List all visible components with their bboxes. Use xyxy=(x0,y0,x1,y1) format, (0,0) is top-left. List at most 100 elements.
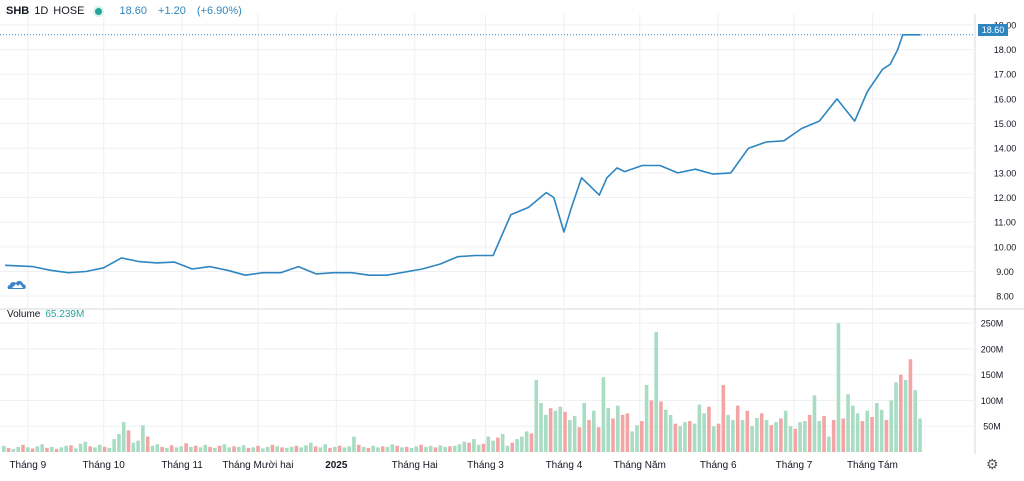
volume-bar xyxy=(563,411,567,452)
volume-bar xyxy=(721,385,726,452)
volume-bar xyxy=(193,445,198,452)
volume-bar xyxy=(88,446,92,452)
volume-tick-label: 200M xyxy=(981,344,1004,354)
volume-bar xyxy=(309,442,313,452)
volume-bar xyxy=(126,430,131,452)
volume-bar xyxy=(270,444,275,452)
volume-bar xyxy=(654,331,658,452)
volume-bar xyxy=(256,445,260,452)
last-price: 18.60 xyxy=(119,5,148,17)
volume-bar xyxy=(11,448,16,452)
x-tick-label: Tháng 11 xyxy=(161,460,203,471)
volume-bar xyxy=(337,445,342,452)
x-tick-label: 2025 xyxy=(325,460,348,471)
volume-bar xyxy=(131,442,136,452)
x-tick-label: Tháng 7 xyxy=(776,460,813,471)
volume-bar xyxy=(318,447,323,452)
volume-bar xyxy=(261,448,265,452)
volume-bar xyxy=(6,447,11,452)
symbol-legend: SHB 1D HOSE 18.60 +1.20 (+6.90%) xyxy=(6,5,242,17)
volume-bar xyxy=(616,405,620,452)
volume-bar xyxy=(409,447,414,452)
volume-bar xyxy=(822,415,826,452)
volume-bar xyxy=(827,436,831,452)
volume-bar xyxy=(313,446,318,452)
volume-bar xyxy=(611,418,615,452)
volume-bar xyxy=(438,445,443,452)
volume-bar xyxy=(443,446,447,452)
volume-bar xyxy=(155,444,160,452)
volume-bar xyxy=(788,426,793,452)
volume-bar xyxy=(769,425,774,452)
volume-bar xyxy=(366,447,371,452)
volume-bar xyxy=(472,439,476,452)
volume-bar xyxy=(59,447,64,452)
volume-bar xyxy=(697,404,702,452)
volume-bar xyxy=(275,446,280,452)
volume-bar xyxy=(241,445,246,452)
volume-bar xyxy=(189,446,193,452)
volume-bar xyxy=(467,442,471,452)
volume-bar xyxy=(352,436,356,452)
volume-bar xyxy=(726,414,730,452)
symbol-name[interactable]: SHB xyxy=(6,5,30,17)
volume-bar xyxy=(208,446,212,452)
volume-bar xyxy=(558,406,563,452)
volume-bar xyxy=(544,414,548,452)
volume-bar xyxy=(184,443,188,452)
volume-tick-label: 250M xyxy=(981,319,1004,329)
price-change: +1.20 xyxy=(158,5,186,17)
volume-bar xyxy=(342,447,347,452)
volume-bar xyxy=(515,439,519,452)
x-tick-label: Tháng Tám xyxy=(847,460,898,471)
volume-tick-label: 100M xyxy=(981,396,1004,406)
volume-bar xyxy=(659,401,663,452)
volume-bar xyxy=(395,445,399,452)
gear-icon[interactable]: ⚙ xyxy=(986,456,999,472)
volume-bar xyxy=(879,409,884,452)
mountain-cloud-logo-icon[interactable] xyxy=(7,278,27,292)
volume-bar xyxy=(280,447,284,452)
x-tick-label: Tháng 4 xyxy=(546,460,583,471)
volume-bar xyxy=(35,446,40,452)
volume-legend: Volume 65.239M xyxy=(7,309,84,320)
volume-tick-label: 50M xyxy=(983,422,1001,432)
volume-bar xyxy=(716,423,721,452)
price-tick-label: 8.00 xyxy=(996,292,1014,302)
volume-bar xyxy=(649,400,654,452)
volume-bar xyxy=(227,447,232,452)
volume-bar xyxy=(836,323,841,452)
volume-bar xyxy=(702,413,706,452)
volume-bar xyxy=(390,444,395,452)
volume-bar xyxy=(644,385,649,452)
volume-bar xyxy=(361,446,366,452)
volume-bar xyxy=(841,418,846,452)
volume-bar xyxy=(452,445,457,452)
volume-bar xyxy=(448,446,452,452)
volume-bar xyxy=(750,426,754,452)
x-tick-label: Tháng 3 xyxy=(467,460,504,471)
volume-bar xyxy=(831,420,836,452)
price-tick-label: 18.00 xyxy=(994,45,1017,55)
volume-bar xyxy=(25,447,30,452)
volume-bar xyxy=(141,425,145,452)
volume-bar xyxy=(913,390,918,452)
volume-bar xyxy=(102,446,107,452)
volume-bar xyxy=(601,377,606,452)
volume-bar xyxy=(548,408,553,452)
volume-bar xyxy=(496,437,500,452)
volume-bar xyxy=(812,395,817,452)
volume-bar xyxy=(481,443,486,452)
volume-bar xyxy=(294,445,299,452)
interval-label[interactable]: 1D xyxy=(34,5,49,17)
volume-bar xyxy=(875,403,879,452)
volume-bar xyxy=(668,414,673,452)
volume-bar xyxy=(246,447,251,452)
volume-bar xyxy=(232,446,236,452)
volume-bar xyxy=(889,400,894,452)
volume-bar xyxy=(476,444,481,452)
price-tick-label: 12.00 xyxy=(994,193,1017,203)
volume-bar xyxy=(865,410,870,452)
